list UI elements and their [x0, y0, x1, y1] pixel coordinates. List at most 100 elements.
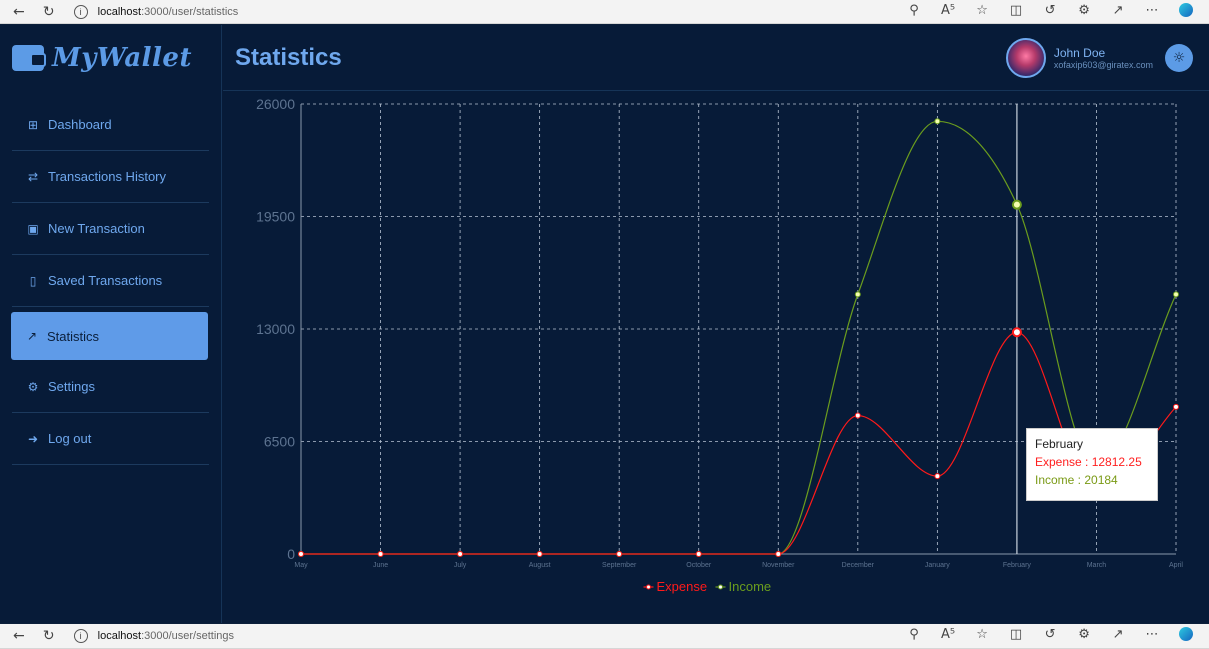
data-point-expense [695, 551, 702, 557]
star-icon[interactable]: ☆ [976, 2, 988, 18]
series-line-expense [301, 331, 1177, 555]
sidebar-item-label: Log out [48, 431, 92, 446]
swap-icon: ⇄ [27, 169, 39, 184]
data-point-expense [457, 551, 464, 557]
y-tick-label: 0 [287, 546, 295, 562]
sidebar-item-saved-transactions[interactable]: ▯ Saved Transactions [12, 255, 209, 307]
tooltip-expense: Expense : 12812.25 [1035, 455, 1142, 469]
data-point-expense [298, 551, 304, 557]
y-tick-label: 6500 [264, 434, 295, 450]
key-icon[interactable]: ⚲ [909, 627, 919, 642]
y-tick-label: 13000 [256, 321, 295, 337]
info-icon[interactable]: i [73, 4, 88, 19]
legend-income-marker [718, 584, 723, 590]
x-tick-label: July [454, 562, 467, 569]
sidebar: MyWallet ⊞ Dashboard ⇄ Transactions Hist… [0, 25, 222, 623]
sidebar-item-label: Transactions History [48, 169, 166, 184]
sidebar-item-statistics[interactable]: ↗ Statistics [11, 312, 208, 360]
history-icon[interactable]: ↺ [1044, 627, 1056, 642]
data-point-income [934, 118, 941, 125]
share-icon[interactable]: ↗ [1112, 627, 1124, 642]
user-name: John Doe [1053, 45, 1106, 60]
history-icon[interactable]: ↺ [1044, 2, 1056, 18]
chart-line-icon: ↗ [26, 329, 38, 343]
data-point-expense [1173, 403, 1179, 410]
sidebar-item-label: Settings [48, 379, 95, 394]
lightbulb-icon: ☼ [1172, 49, 1186, 66]
key-icon[interactable]: ⚲ [909, 2, 919, 18]
sidebar-item-logout[interactable]: ➜ Log out [12, 413, 209, 465]
more-icon[interactable]: ⋯ [1145, 2, 1159, 18]
refresh-icon[interactable]: ↻ [42, 3, 55, 20]
read-aloud-icon[interactable]: A⁵ [940, 627, 956, 642]
edge-logo-icon[interactable] [1169, 627, 1203, 645]
url-path: :3000/user/statistics [141, 5, 239, 18]
address-bar[interactable]: i localhost:3000/user/settings [73, 627, 897, 645]
x-tick-label: May [294, 562, 308, 569]
y-tick-label: 26000 [256, 96, 295, 112]
x-tick-label: June [373, 562, 388, 569]
user-info: John Doe xofaxip603@giratex.com [1054, 46, 1153, 70]
calendar-plus-icon: ▣ [27, 221, 39, 236]
line-chart: 0 6500 13000 19500 26000 May June July August Sep… [256, 96, 1183, 594]
legend-expense-marker [646, 584, 651, 590]
address-bar[interactable]: i localhost:3000/user/statistics [73, 3, 897, 21]
star-icon[interactable]: ☆ [976, 627, 988, 642]
extensions-icon[interactable]: ⚙ [1078, 627, 1090, 642]
more-icon[interactable]: ⋯ [1145, 627, 1159, 642]
split-screen-icon[interactable]: ◫ [1009, 2, 1023, 18]
x-tick-label: April [1169, 562, 1183, 569]
x-tick-label: September [602, 562, 637, 569]
x-tick-label: August [529, 562, 551, 569]
y-tick-label: 19500 [256, 209, 295, 225]
sidebar-item-new-transaction[interactable]: ▣ New Transaction [12, 203, 209, 255]
logo[interactable]: MyWallet [0, 25, 221, 91]
share-icon[interactable]: ↗ [1112, 2, 1124, 18]
user-email: xofaxip603@giratex.com [1053, 59, 1153, 70]
browser-toolbar-secondary: ← ↻ i localhost:3000/user/settings ⚲ A⁵ … [0, 624, 1209, 649]
url-path: :3000/user/settings [141, 630, 235, 642]
info-icon[interactable]: i [73, 629, 88, 643]
url-host: localhost [97, 5, 142, 18]
data-point-expense [377, 551, 384, 557]
gear-icon: ⚙ [27, 379, 39, 394]
sidebar-item-dashboard[interactable]: ⊞ Dashboard [12, 99, 209, 151]
logo-text: MyWallet [52, 43, 192, 73]
x-tick-label: December [842, 562, 875, 569]
data-point-income [1011, 199, 1022, 210]
back-icon[interactable]: ← [13, 3, 25, 20]
data-point-expense [934, 473, 941, 480]
page-header: Statistics John Doe xofaxip603@giratex.c… [223, 25, 1209, 91]
sidebar-item-transactions-history[interactable]: ⇄ Transactions History [12, 151, 209, 203]
sidebar-item-label: Dashboard [48, 117, 112, 132]
sidebar-item-label: New Transaction [48, 221, 145, 236]
app-window: MyWallet ⊞ Dashboard ⇄ Transactions Hist… [0, 25, 1209, 623]
data-point-expense [536, 551, 543, 557]
bookmark-icon: ▯ [29, 273, 37, 288]
data-point-income [1173, 291, 1179, 298]
split-screen-icon[interactable]: ◫ [1009, 627, 1023, 642]
sidebar-item-settings[interactable]: ⚙ Settings [12, 361, 209, 413]
x-tick-label: October [686, 562, 712, 569]
theme-toggle-button[interactable]: ☼ [1165, 43, 1193, 72]
data-point-expense [854, 412, 861, 419]
x-tick-label: November [762, 562, 795, 569]
x-tick-label: January [925, 562, 950, 569]
read-aloud-icon[interactable]: A⁵ [940, 2, 956, 18]
data-point-expense [1011, 327, 1022, 338]
statistics-chart: 0 6500 13000 19500 26000 May June July August Sep… [223, 92, 1209, 623]
url-host: localhost [97, 630, 142, 642]
sidebar-item-label: Statistics [47, 328, 100, 344]
user-profile[interactable]: John Doe xofaxip603@giratex.com ☼ [1005, 37, 1193, 78]
back-icon[interactable]: ← [13, 628, 25, 644]
grid-icon: ⊞ [27, 117, 39, 132]
tooltip-income: Income : 20184 [1035, 473, 1118, 487]
legend-expense-label: Expense [657, 579, 708, 594]
avatar[interactable] [1005, 37, 1046, 78]
edge-logo-icon[interactable] [1169, 2, 1203, 21]
data-point-expense [616, 551, 623, 557]
refresh-icon[interactable]: ↻ [42, 628, 55, 644]
extensions-icon[interactable]: ⚙ [1078, 2, 1090, 18]
logout-icon: ➜ [27, 431, 39, 446]
page-title: Statistics [235, 43, 342, 71]
